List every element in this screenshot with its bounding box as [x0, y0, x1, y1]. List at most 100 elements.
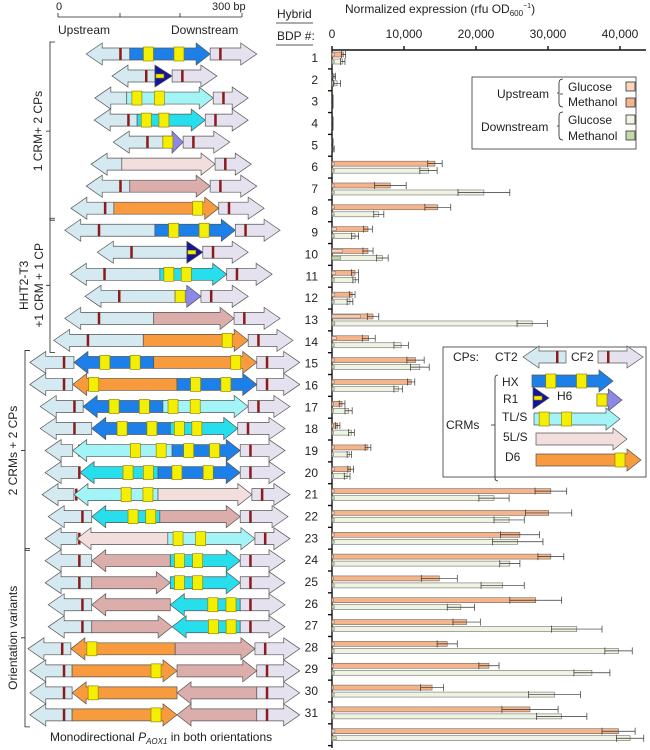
- downstream-methanol-bar: [331, 626, 578, 632]
- caption: Monodirectional PAOX1 in both orientatio…: [50, 730, 272, 746]
- bar-row-15: [331, 356, 430, 371]
- bar-row-16: [331, 378, 416, 393]
- row-label: 13: [305, 313, 319, 327]
- core-promoter-marker: [62, 708, 66, 721]
- constructs: [27, 42, 301, 727]
- cf2-promoter-forward: [239, 615, 286, 639]
- downstream-glucose-bar: [331, 561, 335, 566]
- downstream-glucose-bar: [331, 649, 335, 653]
- construct-row-16: [29, 372, 301, 397]
- hx-crm-forward: [171, 438, 241, 463]
- binding-site-box: [154, 90, 165, 106]
- 5ls-crm-reverse: [176, 681, 258, 705]
- row-label: 16: [305, 378, 319, 392]
- core-promoter-marker: [249, 554, 252, 567]
- downstream-methanol-bar: [331, 211, 380, 218]
- construct-row-9: [64, 218, 281, 242]
- bar-row-13: [331, 312, 548, 327]
- hx-crm-forward: [531, 369, 614, 393]
- bar-row-30: [331, 684, 581, 699]
- downstream-methanol-bar: [331, 560, 511, 567]
- legend-ct2: CT2: [495, 350, 518, 364]
- upstream-methanol-bar: [331, 226, 369, 232]
- core-promoter-marker: [249, 510, 252, 523]
- scale-upstream: Upstream: [58, 23, 110, 37]
- tls-crm-forward: [169, 416, 239, 441]
- downstream-error-bar: [332, 101, 334, 109]
- core-promoter-marker: [249, 466, 252, 479]
- binding-site-box: [174, 553, 185, 568]
- row-label: 28: [305, 640, 319, 654]
- binding-site-box: [207, 597, 219, 613]
- downstream-glucose-bar: [331, 278, 335, 282]
- binding-site-box: [198, 222, 210, 238]
- ct2-promoter-reverse: [44, 549, 93, 573]
- legend-upstream: Upstream: [497, 87, 549, 101]
- ct2-promoter-reverse: [39, 394, 84, 419]
- downstream-glucose-bar: [331, 190, 335, 195]
- downstream-glucose-bar: [331, 365, 335, 369]
- downstream-glucose-bar: [331, 692, 335, 697]
- tls-crm-reverse: [169, 593, 241, 617]
- binding-site-box: [130, 443, 141, 458]
- core-promoter-marker: [103, 268, 106, 281]
- core-promoter-marker: [257, 334, 260, 347]
- binding-site-box: [99, 355, 111, 370]
- legend-cps: CPs:: [453, 350, 479, 364]
- 5ls-crm-reverse: [76, 526, 169, 551]
- core-promoter-marker: [243, 312, 246, 325]
- binding-site-box: [158, 112, 170, 128]
- ct2-promoter-reverse: [27, 637, 72, 661]
- construct-row-6: [90, 152, 252, 176]
- core-promoter-marker: [209, 290, 213, 303]
- downstream-error-bar: [343, 472, 351, 480]
- core-promoter-marker: [265, 664, 269, 677]
- downstream-glucose-bar: [331, 256, 341, 260]
- binding-site-box: [174, 290, 186, 303]
- row-label: 25: [305, 575, 319, 589]
- upstream-glucose-bar: [331, 554, 334, 559]
- upstream-error-bar: [366, 312, 380, 320]
- upstream-error-bar: [478, 662, 500, 670]
- downstream-error-bar: [573, 669, 611, 677]
- upstream-glucose-bar: [331, 729, 336, 733]
- construct-row-11: [69, 262, 273, 287]
- core-promoter-marker: [265, 686, 269, 699]
- upstream-glucose-bar: [331, 445, 335, 450]
- ct2-promoter-reverse: [94, 86, 131, 110]
- downstream-error-bar: [528, 691, 581, 699]
- row-label: 11: [306, 269, 319, 283]
- core-promoter-marker: [265, 356, 269, 369]
- core-promoter-marker: [62, 356, 66, 369]
- 5ls-crm-forward: [535, 427, 628, 451]
- row-label: 15: [305, 357, 319, 371]
- binding-site-box: [150, 707, 162, 723]
- core-promoter-marker: [265, 378, 269, 391]
- scale-max: 300 bp: [212, 1, 246, 13]
- tls-crm-forward: [167, 526, 256, 551]
- ct2-promoter-reverse: [112, 130, 164, 154]
- core-promoter-marker: [263, 642, 267, 655]
- 5ls-crm-reverse: [91, 593, 171, 617]
- cf2-promoter-forward: [251, 482, 291, 507]
- cf2-promoter-forward: [247, 394, 291, 419]
- upstream-glucose-bar: [331, 314, 361, 319]
- binding-site-box: [173, 46, 185, 62]
- core-promoter-marker: [214, 114, 217, 127]
- core-promoter-marker: [246, 422, 250, 435]
- upstream-error-bar: [341, 51, 347, 58]
- downstream-error-bar: [393, 341, 409, 349]
- bar-row-26: [331, 596, 563, 611]
- downstream-error-bar: [410, 363, 430, 371]
- 5ls-crm-forward: [157, 482, 253, 507]
- upstream-error-bar: [332, 138, 334, 146]
- downstream-glucose-bar: [331, 474, 334, 478]
- downstream-methanol-bar: [331, 451, 350, 458]
- group-label: HHT2-T3+1 CRM + 1 CP: [17, 243, 46, 328]
- upstream-glucose-bar: [331, 620, 335, 624]
- upstream-methanol-bar: [331, 706, 531, 713]
- scale-zero: 0: [56, 1, 62, 13]
- ct2-promoter-reverse: [53, 328, 144, 353]
- bar-row-7: [331, 181, 511, 196]
